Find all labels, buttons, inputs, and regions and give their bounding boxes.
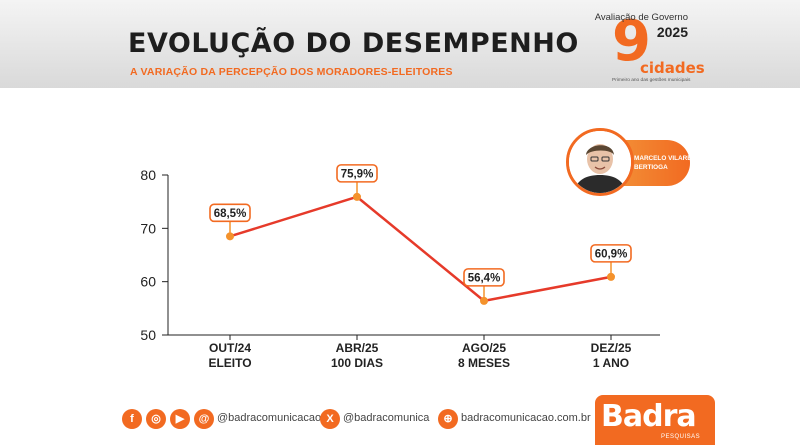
youtube-icon[interactable]: ▶ xyxy=(170,409,190,429)
page-subtitle: A VARIAÇÃO DA PERCEPÇÃO DOS MORADORES-EL… xyxy=(130,66,453,78)
y-tick-label: 60 xyxy=(140,274,156,290)
series-line xyxy=(229,195,612,303)
badge-word: cidades xyxy=(640,59,705,77)
candidate-photo xyxy=(566,128,634,196)
data-label: 56,4% xyxy=(468,272,501,284)
x-handle[interactable]: @badracomunica xyxy=(343,412,430,424)
data-label: 60,9% xyxy=(595,248,628,260)
page-title: EVOLUÇÃO DO DESEMPENHO xyxy=(128,28,579,59)
brand-name: Badra xyxy=(601,399,697,434)
badge-number: 9 xyxy=(612,9,651,74)
data-point xyxy=(480,296,488,305)
x-tick-label: 1 ANO xyxy=(593,356,629,370)
x-tick-label: OUT/24 xyxy=(209,341,251,355)
badge-sub-text: Primeiro ano das gestões municipais xyxy=(612,78,691,83)
header-banner: EVOLUÇÃO DO DESEMPENHO A VARIAÇÃO DA PER… xyxy=(0,0,800,88)
x-tick-label: 8 MESES xyxy=(458,356,510,370)
data-label: 75,9% xyxy=(341,168,374,180)
data-point xyxy=(607,272,615,281)
badge-top-text: Avaliação de Governo xyxy=(594,12,688,23)
y-tick-label: 70 xyxy=(140,220,156,236)
threads-icon[interactable]: @ xyxy=(194,409,214,429)
y-tick-label: 80 xyxy=(140,167,156,183)
candidate-city: BERTIOGA xyxy=(634,164,668,171)
data-label: 68,5% xyxy=(214,208,247,220)
instagram-icon[interactable]: ◎ xyxy=(146,409,166,429)
candidate-card: MARCELO VILARES BERTIOGA xyxy=(566,128,696,198)
person-icon xyxy=(569,131,631,193)
candidate-name: MARCELO VILARES xyxy=(634,155,696,162)
x-tick-label: ELEITO xyxy=(208,356,251,370)
data-label-box xyxy=(590,244,632,263)
nine-cities-badge: 9 Avaliação de Governo 2025 cidades Prim… xyxy=(595,9,710,86)
y-tick-label: 50 xyxy=(140,327,156,343)
social-handle[interactable]: @badracomunicacao xyxy=(217,412,322,424)
brand-sub: PESQUISAS xyxy=(661,434,701,440)
badge-year: 2025 xyxy=(656,24,688,40)
x-tick-label: 100 DIAS xyxy=(331,356,383,370)
footer: f ◎ ▶ @ @badracomunicacao X @badracomuni… xyxy=(0,395,800,445)
facebook-icon[interactable]: f xyxy=(122,409,142,429)
website-link[interactable]: badracomunicacao.com.br xyxy=(461,412,591,424)
badra-logo: Badra PESQUISAS xyxy=(595,395,715,445)
data-point xyxy=(353,192,361,201)
data-label-box xyxy=(209,203,251,223)
x-tick-label: DEZ/25 xyxy=(591,341,632,355)
data-label-box xyxy=(463,268,505,287)
x-icon[interactable]: X xyxy=(320,409,340,429)
data-point xyxy=(226,232,234,241)
data-label-box xyxy=(336,164,378,183)
dribbble-icon[interactable]: ⊕ xyxy=(438,409,458,429)
x-tick-label: AGO/25 xyxy=(462,341,506,355)
x-tick-label: ABR/25 xyxy=(336,341,379,355)
